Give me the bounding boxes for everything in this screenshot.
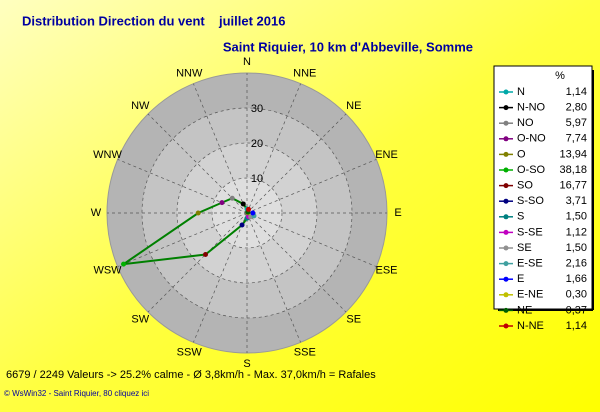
legend-value: 5,97 — [566, 117, 587, 129]
direction-label: WNW — [93, 149, 122, 161]
legend-value: 0,30 — [566, 289, 587, 301]
direction-label: SSW — [177, 346, 203, 358]
direction-label: N — [243, 56, 251, 68]
direction-label: E — [394, 207, 401, 219]
grid-spoke — [147, 212, 248, 313]
grid-spoke — [193, 212, 248, 343]
legend-value: 1,66 — [566, 273, 587, 285]
direction-label: NNE — [293, 67, 316, 79]
legend-value: 16,77 — [559, 180, 587, 192]
data-point — [240, 201, 246, 207]
legend-label: O — [517, 148, 526, 160]
grid-spoke — [246, 212, 347, 313]
data-point — [250, 210, 256, 216]
legend-label: N — [517, 86, 525, 98]
legend-marker — [503, 167, 509, 173]
legend-box — [493, 65, 593, 310]
legend-value: 2,80 — [566, 102, 587, 114]
direction-label: S — [243, 358, 250, 370]
grid-spoke — [246, 212, 301, 343]
legend-label: O-SO — [517, 164, 546, 176]
legend-value: 1,14 — [566, 86, 587, 98]
legend-label: E — [517, 273, 524, 285]
direction-label: ENE — [375, 149, 398, 161]
legend-value: 3,71 — [566, 195, 587, 207]
credit[interactable]: © WsWin32 - Saint Riquier, 80 cliquez ic… — [4, 389, 149, 398]
data-point — [229, 195, 235, 201]
chart-period: juillet 2016 — [218, 13, 285, 28]
chart-title: Distribution Direction du vent — [22, 13, 205, 28]
legend-marker — [503, 183, 509, 189]
legend-value: 1,50 — [566, 211, 587, 223]
r-tick-label: 30 — [251, 103, 263, 115]
data-point — [121, 261, 127, 267]
direction-label: WSW — [93, 265, 122, 277]
legend-marker — [503, 105, 509, 111]
legend-label: NE — [517, 304, 532, 316]
legend-value: 0,37 — [566, 304, 587, 316]
legend-value: 2,16 — [566, 258, 587, 270]
legend-label: O-NO — [517, 133, 546, 145]
direction-label: W — [91, 207, 102, 219]
grid-spoke — [246, 212, 377, 267]
legend-label: E-SE — [517, 258, 543, 270]
r-tick-label: 20 — [251, 138, 263, 150]
data-point — [239, 222, 245, 228]
grid-spoke — [246, 83, 301, 214]
direction-label: SSE — [294, 346, 316, 358]
legend-marker — [503, 214, 509, 220]
grid-spoke — [246, 113, 347, 214]
legend-marker — [503, 276, 509, 282]
legend-header: % — [555, 70, 565, 82]
legend-label: SO — [517, 180, 533, 192]
grid-spoke — [193, 83, 248, 214]
data-point — [219, 200, 225, 206]
legend-marker — [503, 292, 509, 298]
legend-marker — [503, 245, 509, 251]
legend-marker — [503, 120, 509, 126]
grid-spoke — [117, 159, 248, 214]
legend-label: S-SO — [517, 195, 544, 207]
chart-subtitle: Saint Riquier, 10 km d'Abbeville, Somme — [223, 39, 473, 54]
legend-marker — [503, 198, 509, 204]
legend-value: 38,18 — [559, 164, 587, 176]
legend-marker — [503, 229, 509, 235]
legend-value: 1,50 — [566, 242, 587, 254]
direction-label: ESE — [375, 265, 397, 277]
footer: 6679 / 2249 Valeurs -> 25.2% calme - Ø 3… — [6, 369, 376, 381]
grid-spoke — [246, 159, 377, 214]
direction-label: NE — [346, 100, 361, 112]
legend-label: N-NE — [517, 320, 544, 332]
legend-marker — [503, 89, 509, 95]
legend-label: N-NO — [517, 102, 546, 114]
legend-label: S — [517, 211, 524, 223]
legend-marker — [503, 151, 509, 157]
legend-label: E-NE — [517, 289, 543, 301]
legend-label: NO — [517, 117, 534, 129]
data-point — [195, 210, 201, 216]
data-point — [246, 206, 252, 212]
legend-marker — [503, 136, 509, 142]
direction-label: NW — [131, 100, 150, 112]
legend-marker — [503, 307, 509, 313]
legend-value: 13,94 — [559, 148, 587, 160]
direction-label: SW — [131, 314, 149, 326]
grid-spoke — [147, 113, 248, 214]
legend-marker — [503, 323, 509, 329]
data-point — [202, 252, 208, 258]
direction-label: NNW — [176, 67, 203, 79]
legend-label: SE — [517, 242, 532, 254]
legend-label: S-SE — [517, 226, 543, 238]
legend-value: 7,74 — [566, 133, 587, 145]
direction-label: SE — [346, 314, 361, 326]
legend-value: 1,14 — [566, 320, 587, 332]
r-tick-label: 10 — [251, 173, 263, 185]
legend-value: 1,12 — [566, 226, 587, 238]
legend-marker — [503, 261, 509, 267]
grid-spoke — [117, 212, 248, 267]
